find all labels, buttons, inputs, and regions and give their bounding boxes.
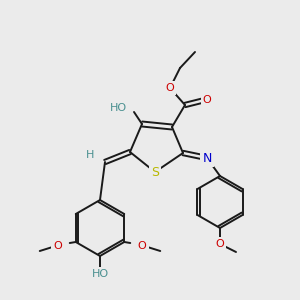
Text: O: O	[216, 239, 224, 249]
Text: H: H	[86, 150, 94, 160]
Text: O: O	[138, 241, 147, 251]
Text: HO: HO	[92, 269, 109, 279]
Text: O: O	[202, 95, 211, 105]
Text: HO: HO	[110, 103, 127, 113]
Text: O: O	[53, 241, 62, 251]
Text: S: S	[151, 166, 159, 178]
Text: N: N	[202, 152, 212, 164]
Text: O: O	[166, 83, 174, 93]
